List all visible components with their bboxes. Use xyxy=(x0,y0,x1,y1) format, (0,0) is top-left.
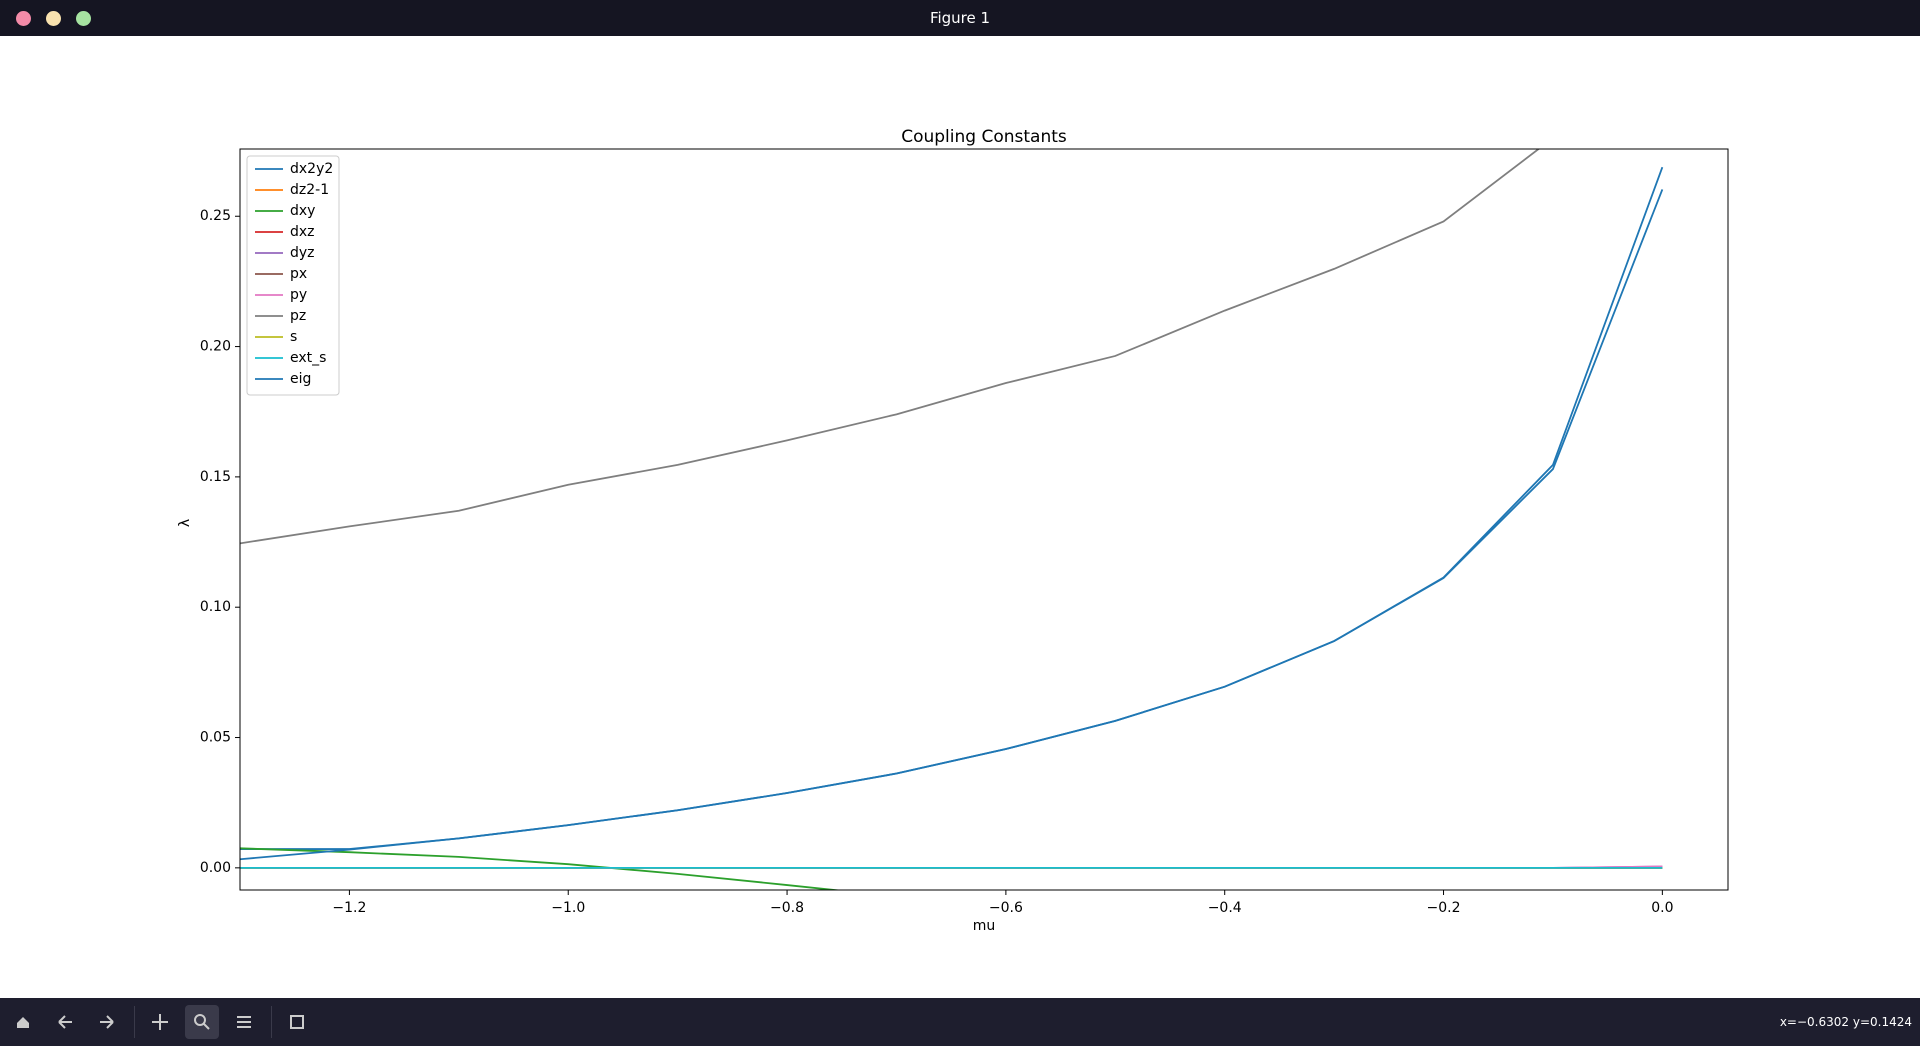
legend-label: dxz xyxy=(290,224,315,240)
y-tick-label: 0.20 xyxy=(200,339,231,355)
forward-button[interactable] xyxy=(90,1005,124,1039)
close-button[interactable] xyxy=(16,11,31,26)
zoom-button[interactable] xyxy=(185,1005,219,1039)
x-tick-label: 0.0 xyxy=(1651,900,1673,916)
y-tick-label: 0.05 xyxy=(200,730,231,746)
series-line xyxy=(240,149,1541,545)
window-title: Figure 1 xyxy=(929,9,991,27)
legend-label: dx2y2 xyxy=(290,161,333,177)
series-line xyxy=(240,847,843,890)
y-tick-label: 0.15 xyxy=(200,469,231,485)
minimize-button[interactable] xyxy=(46,11,61,26)
chart-title: Coupling Constants xyxy=(901,127,1067,147)
chart: Coupling Constants mu λ dx2y2 dz2-1 dxy dxz… xyxy=(177,127,1729,934)
cursor-status: x=−0.6302 y=0.1424 xyxy=(1779,1015,1912,1029)
x-tick-label: −0.8 xyxy=(770,900,804,916)
series-line xyxy=(240,189,1664,850)
y-tick-label: 0.10 xyxy=(200,599,231,615)
toolbar: x=−0.6302 y=0.1424 xyxy=(0,998,1920,1046)
legend-label: eig xyxy=(290,371,311,387)
x-tick-label: −0.2 xyxy=(1427,900,1461,916)
y-axis-label: λ xyxy=(177,519,193,527)
legend-label: py xyxy=(290,287,307,303)
title-bar: Figure 1 xyxy=(0,0,1920,36)
back-button[interactable] xyxy=(48,1005,82,1039)
y-tick-label: 0.25 xyxy=(200,208,231,224)
legend-label: dxy xyxy=(290,203,315,219)
home-button[interactable] xyxy=(6,1005,40,1039)
x-tick-label: −0.4 xyxy=(1208,900,1242,916)
x-tick-label: −1.2 xyxy=(332,900,366,916)
configure-button[interactable] xyxy=(227,1005,261,1039)
x-axis-label: mu xyxy=(973,918,996,934)
maximize-button[interactable] xyxy=(76,11,91,26)
pan-button[interactable] xyxy=(143,1005,177,1039)
legend-box xyxy=(246,155,340,396)
legend-label: pz xyxy=(290,308,306,324)
y-tick-label: 0.00 xyxy=(200,860,231,876)
legend-label: dyz xyxy=(290,245,315,261)
save-button[interactable] xyxy=(280,1005,314,1039)
legend-label: s xyxy=(290,329,297,345)
legend-label: ext_s xyxy=(290,350,326,366)
x-tick-label: −1.0 xyxy=(551,900,585,916)
legend-label: px xyxy=(290,266,307,282)
series-line xyxy=(240,166,1664,861)
plot-lines xyxy=(240,149,1664,890)
legend-label: dz2-1 xyxy=(290,182,329,198)
axes-frame xyxy=(239,148,1729,891)
x-tick-label: −0.6 xyxy=(989,900,1023,916)
